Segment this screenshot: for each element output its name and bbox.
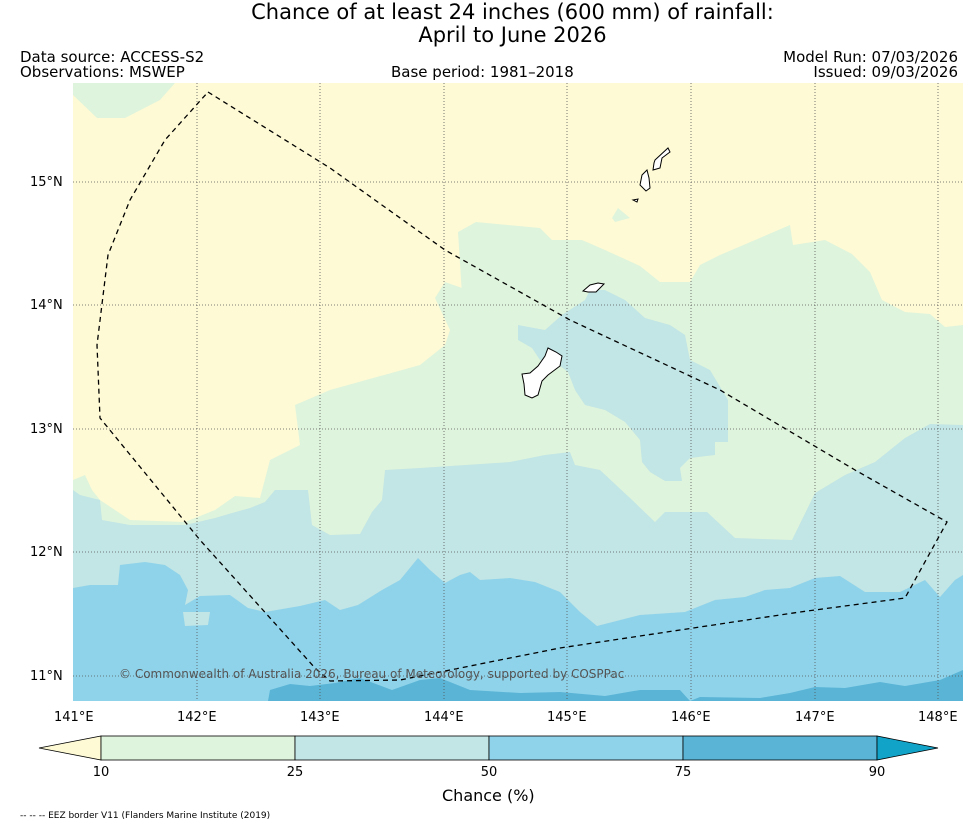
- lon-label-144e: 144°E: [424, 710, 464, 725]
- grid-lines: [73, 83, 963, 701]
- eez-legend-note: -- -- -- EEZ border V11 (Flanders Marine…: [20, 811, 271, 821]
- colorbar-extend-low: [38, 735, 102, 761]
- rota-island: [581, 282, 606, 293]
- tinian-island: [639, 169, 651, 192]
- colorbar-segment-50-75: [488, 735, 684, 761]
- guam-island: [521, 347, 563, 399]
- lat-label-11n: 11°N: [30, 669, 63, 684]
- aguijan-island: [631, 198, 639, 203]
- colorbar-segment-75-90: [682, 735, 878, 761]
- colorbar-label-75: 75: [674, 765, 692, 780]
- saipan-island: [652, 147, 671, 171]
- copyright-text: © Commonwealth of Australia 2026, Bureau…: [119, 667, 624, 681]
- issued-label: Issued: 09/03/2026: [813, 63, 958, 81]
- map-title-line1: Chance of at least 24 inches (600 mm) of…: [251, 0, 774, 24]
- lat-label-15n: 15°N: [30, 175, 63, 190]
- colorbar-label-25: 25: [286, 765, 304, 780]
- model-run-label: Model Run: 07/03/2026: [783, 48, 958, 66]
- lat-label-13n: 13°N: [30, 422, 63, 437]
- colorbar-label-50: 50: [480, 765, 498, 780]
- region-50-75: [73, 558, 963, 701]
- lat-label-12n: 12°N: [30, 545, 63, 560]
- base-period-label: Base period: 1981–2018: [391, 63, 574, 81]
- colorbar-label-10: 10: [92, 765, 110, 780]
- colorbar-segment-25-50: [294, 735, 490, 761]
- colorbar-extend-high: [876, 735, 939, 761]
- observations-label: Observations: MSWEP: [20, 63, 185, 81]
- colorbar-title: Chance (%): [442, 786, 535, 805]
- island-contour-patch: [183, 612, 210, 626]
- lon-label-142e: 142°E: [177, 710, 217, 725]
- colorbar: [38, 735, 939, 761]
- region-75-90: [268, 670, 963, 701]
- map-title-line2: April to June 2026: [418, 23, 607, 47]
- data-source-label: Data source: ACCESS-S2: [20, 48, 205, 66]
- lat-label-14n: 14°N: [30, 298, 63, 313]
- lon-label-143e: 143°E: [300, 710, 340, 725]
- lon-label-141e: 141°E: [54, 710, 94, 725]
- lon-label-148e: 148°E: [918, 710, 958, 725]
- eez-border: [96, 91, 948, 682]
- lon-label-146e: 146°E: [671, 710, 711, 725]
- colorbar-segment-10-25: [100, 735, 296, 761]
- lon-label-145e: 145°E: [547, 710, 587, 725]
- lon-label-147e: 147°E: [795, 710, 835, 725]
- colorbar-label-90: 90: [868, 765, 886, 780]
